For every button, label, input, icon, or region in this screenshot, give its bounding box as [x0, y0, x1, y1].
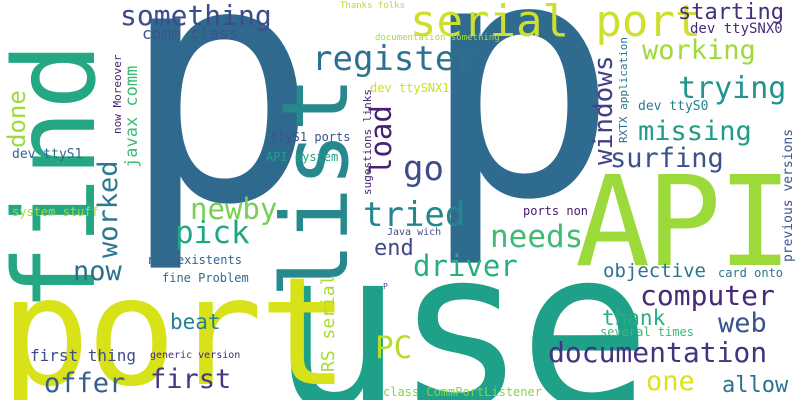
- word: offer: [44, 368, 126, 399]
- word: ttyS1 ports: [271, 130, 351, 144]
- word: objective: [603, 260, 706, 282]
- word: PC: [375, 330, 413, 366]
- word: javax comm: [122, 65, 142, 168]
- word: allow: [722, 373, 789, 398]
- word: dev ttySNX1: [370, 81, 450, 95]
- word: generic version: [150, 350, 241, 361]
- word: now Moreover: [111, 54, 124, 134]
- word: starting: [678, 0, 784, 25]
- word: something: [120, 0, 272, 32]
- word: first: [150, 364, 232, 395]
- word: dev ttySNX0: [690, 21, 783, 37]
- word: missing: [638, 116, 752, 147]
- word: p: [420, 0, 619, 272]
- word: system stuff: [12, 205, 99, 219]
- word: end: [374, 236, 414, 261]
- word: now: [73, 256, 122, 287]
- word: RXTX application: [617, 37, 630, 143]
- word: ports non: [523, 204, 589, 218]
- word: working: [642, 35, 756, 66]
- word: driver: [413, 249, 518, 283]
- word: RS serial: [318, 274, 339, 372]
- word: use: [270, 202, 651, 400]
- word: Thanks folks: [340, 1, 406, 11]
- word: needs: [490, 219, 584, 255]
- word: API system: [266, 150, 339, 164]
- word: first thing: [30, 346, 136, 365]
- word: fine Problem: [162, 271, 249, 285]
- word: go: [403, 149, 444, 189]
- word: done: [3, 90, 31, 148]
- word: sugestions links: [361, 89, 374, 195]
- word: windows: [589, 55, 619, 165]
- word: card onto: [718, 266, 784, 280]
- word: thank: [602, 306, 666, 330]
- word: documentation something: [375, 33, 500, 43]
- word: trying: [678, 71, 787, 106]
- word: dev ttyS1: [12, 147, 83, 162]
- word: previous versions: [781, 128, 796, 262]
- word: list: [262, 76, 369, 298]
- word: computer: [640, 279, 775, 312]
- word: non existents: [148, 253, 242, 267]
- word: Java wich: [387, 227, 442, 238]
- word: documentation: [548, 336, 768, 369]
- word: comm class: [142, 24, 239, 43]
- word: serial port: [410, 0, 702, 47]
- word: newby: [190, 192, 278, 226]
- word: surfing: [610, 143, 724, 174]
- word: worked: [93, 160, 124, 258]
- word: one: [646, 366, 695, 397]
- word: P: [383, 282, 388, 291]
- word: class CommPortListener: [383, 385, 542, 399]
- word: pick: [175, 215, 250, 251]
- word: web: [718, 308, 767, 339]
- word: tried: [363, 195, 466, 235]
- word: p: [120, 0, 319, 277]
- word: several times: [600, 325, 694, 339]
- word: register: [312, 39, 476, 79]
- word: dev ttyS0: [638, 99, 709, 114]
- word: beat: [170, 310, 221, 334]
- word: port: [0, 246, 349, 400]
- word: API: [575, 150, 793, 295]
